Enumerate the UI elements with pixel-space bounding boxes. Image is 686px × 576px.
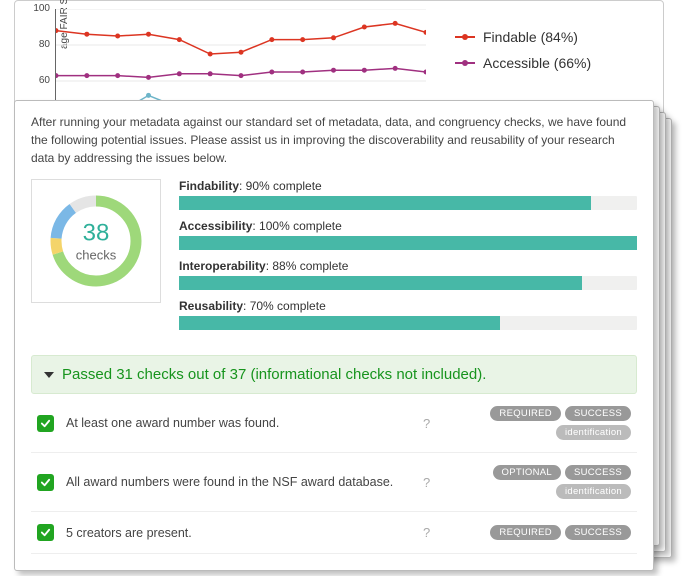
category-bars: Findability: 90% complete Accessibility:…: [179, 179, 637, 339]
donut-value: 38: [76, 220, 116, 248]
help-icon[interactable]: ?: [423, 475, 437, 490]
badge: SUCCESS: [565, 406, 631, 421]
bar-fill: [179, 316, 500, 330]
help-icon[interactable]: ?: [423, 525, 437, 540]
badge-group: REQUIRED SUCCESS: [461, 525, 631, 540]
summary-section: 38 checks Findability: 90% complete Acce…: [31, 179, 637, 339]
category-bar-row: Findability: 90% complete: [179, 179, 637, 210]
bar-fill: [179, 276, 582, 290]
legend-label: Accessible (66%): [483, 55, 591, 71]
donut-label: checks: [76, 248, 116, 263]
bar-track: [179, 236, 637, 250]
passed-checks-toggle[interactable]: Passed 31 checks out of 37 (informationa…: [31, 355, 637, 394]
bar-fill: [179, 196, 591, 210]
legend-item-findable: Findable (84%): [455, 29, 591, 45]
category-label: Reusability: 70% complete: [179, 299, 637, 313]
category-bar-row: Interoperability: 88% complete: [179, 259, 637, 290]
badge: SUCCESS: [565, 465, 631, 480]
help-icon[interactable]: ?: [423, 416, 437, 431]
legend-label: Findable (84%): [483, 29, 578, 45]
badge: REQUIRED: [490, 406, 561, 421]
bar-track: [179, 196, 637, 210]
badge: identification: [556, 484, 631, 499]
checks-report-card: After running your metadata against our …: [14, 100, 654, 571]
category-label: Accessibility: 100% complete: [179, 219, 637, 233]
badge-group: OPTIONAL SUCCESS identification: [461, 465, 631, 499]
check-success-icon: [37, 474, 54, 491]
check-text: At least one award number was found.: [66, 416, 399, 430]
check-row: All award numbers were found in the NSF …: [31, 453, 637, 512]
bar-fill: [179, 236, 637, 250]
y-tick-label: 80: [20, 39, 50, 50]
badge: REQUIRED: [490, 525, 561, 540]
checks-list: At least one award number was found. ? R…: [31, 394, 637, 554]
category-label: Findability: 90% complete: [179, 179, 637, 193]
intro-text: After running your metadata against our …: [31, 113, 637, 167]
passed-header-text: Passed 31 checks out of 37 (informationa…: [62, 366, 486, 383]
bar-track: [179, 316, 637, 330]
legend-swatch-accessible: [455, 62, 475, 64]
category-bar-row: Reusability: 70% complete: [179, 299, 637, 330]
badge-group: REQUIRED SUCCESS identification: [461, 406, 631, 440]
category-label: Interoperability: 88% complete: [179, 259, 637, 273]
check-row: At least one award number was found. ? R…: [31, 394, 637, 453]
check-text: 5 creators are present.: [66, 526, 399, 540]
y-tick-label: 100: [20, 3, 50, 14]
check-text: All award numbers were found in the NSF …: [66, 475, 399, 489]
check-row: 5 creators are present. ? REQUIRED SUCCES…: [31, 512, 637, 554]
legend-item-accessible: Accessible (66%): [455, 55, 591, 71]
check-success-icon: [37, 524, 54, 541]
badge: identification: [556, 425, 631, 440]
badge: OPTIONAL: [493, 465, 561, 480]
bar-track: [179, 276, 637, 290]
check-success-icon: [37, 415, 54, 432]
category-bar-row: Accessibility: 100% complete: [179, 219, 637, 250]
caret-down-icon: [44, 372, 54, 378]
y-tick-label: 60: [20, 75, 50, 86]
donut-box: 38 checks: [31, 179, 161, 303]
checks-donut: 38 checks: [46, 191, 146, 291]
legend-swatch-findable: [455, 36, 475, 38]
badge: SUCCESS: [565, 525, 631, 540]
